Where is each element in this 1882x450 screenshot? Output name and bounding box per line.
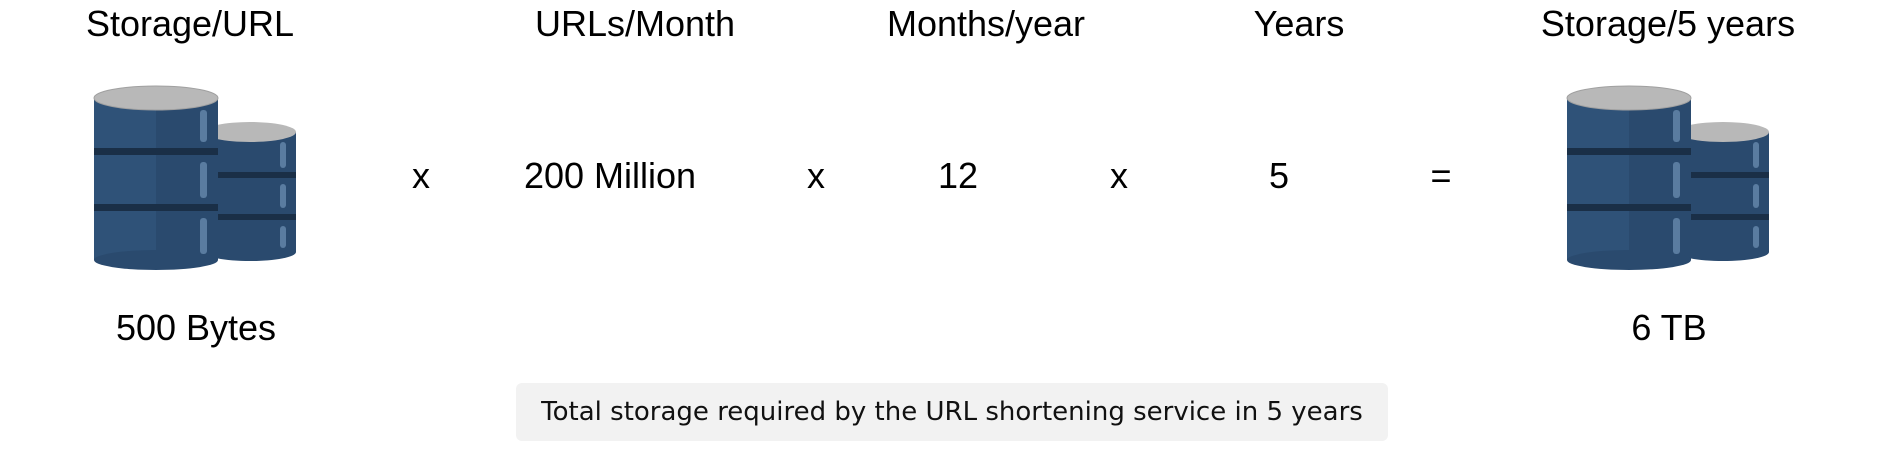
operator-multiply-2: x xyxy=(807,155,825,196)
months-per-year-value: 12 xyxy=(937,155,979,196)
operator-multiply-1: x xyxy=(412,155,430,196)
database-icon xyxy=(93,85,296,270)
header-months-per-year: Months/year xyxy=(886,3,1086,44)
database-icon xyxy=(1566,85,1769,270)
caption-box: Total storage required by the URL shorte… xyxy=(516,383,1388,441)
storage-per-url-value: 500 Bytes xyxy=(115,307,277,348)
header-urls-per-month: URLs/Month xyxy=(534,3,736,44)
database-large-cylinder xyxy=(93,85,219,270)
header-storage-5-years: Storage/5 years xyxy=(1540,3,1796,44)
urls-per-month-value: 200 Million xyxy=(523,155,697,196)
operator-equals: = xyxy=(1430,155,1452,196)
caption-text: Total storage required by the URL shorte… xyxy=(541,397,1363,427)
header-storage-per-url: Storage/URL xyxy=(85,3,295,44)
years-value: 5 xyxy=(1268,155,1290,196)
operator-multiply-3: x xyxy=(1110,155,1128,196)
database-small-cylinder xyxy=(204,122,296,261)
header-years: Years xyxy=(1253,3,1345,44)
database-small-cylinder xyxy=(1677,122,1769,261)
storage-5-years-value: 6 TB xyxy=(1631,307,1707,348)
database-large-cylinder xyxy=(1566,85,1692,270)
